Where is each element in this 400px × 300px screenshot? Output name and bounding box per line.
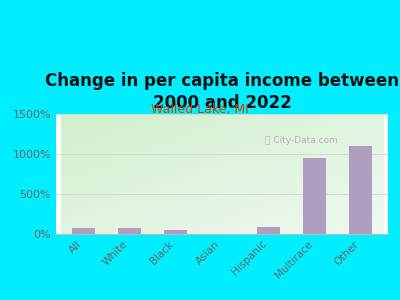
Bar [303,158,326,234]
Bar [256,227,280,234]
Bar [118,228,141,234]
Text: Walled Lake, MI: Walled Lake, MI [151,103,249,116]
Bar [72,228,95,234]
Bar [164,230,188,234]
Text: ⓘ City-Data.com: ⓘ City-Data.com [265,136,338,145]
Bar [349,146,372,234]
Title: Change in per capita income between
2000 and 2022: Change in per capita income between 2000… [45,72,399,112]
